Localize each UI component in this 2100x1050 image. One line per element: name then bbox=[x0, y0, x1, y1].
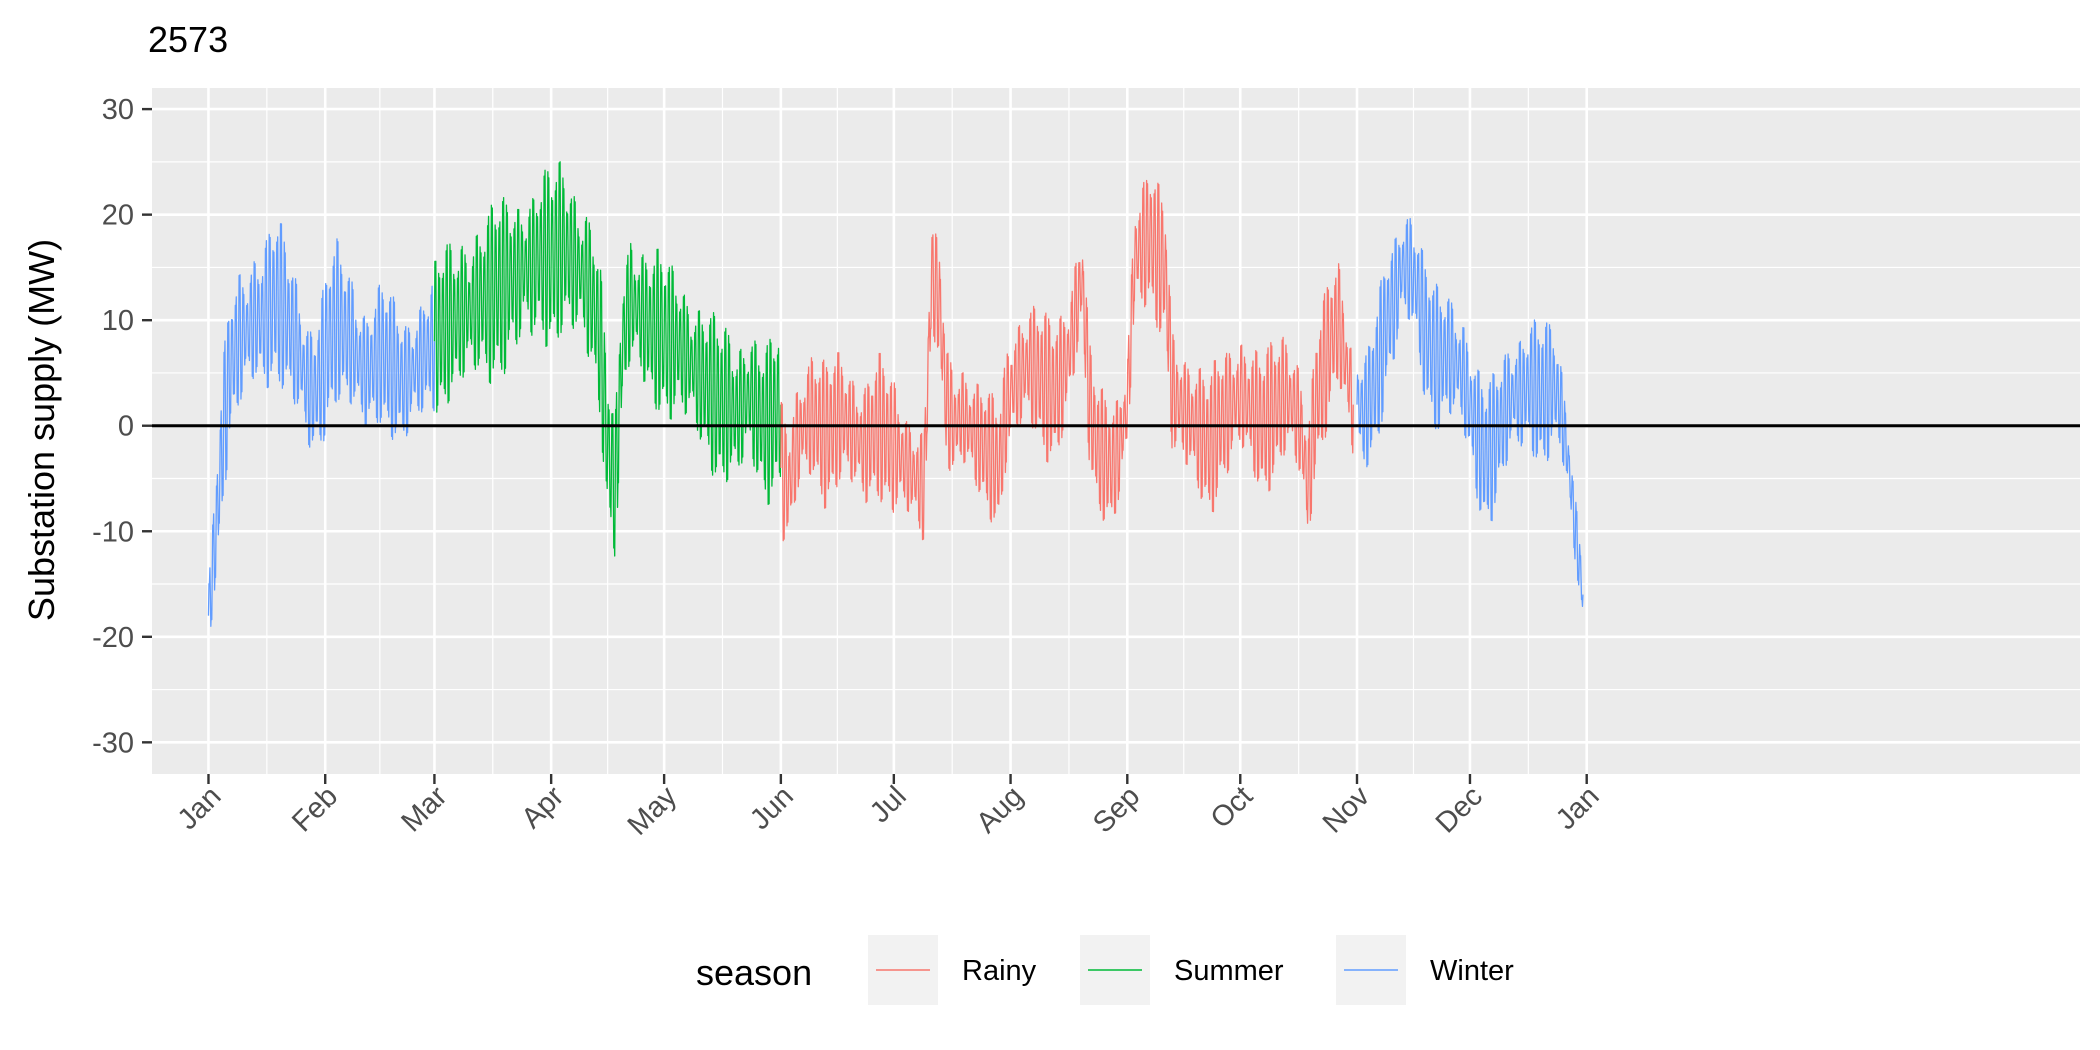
series-line-summer bbox=[433, 161, 782, 557]
x-tick-label: Nov bbox=[1317, 780, 1376, 839]
y-tick-label: -10 bbox=[92, 516, 134, 548]
y-tick-label: -30 bbox=[92, 727, 134, 759]
x-axis: Jan Feb Mar Apr May Jun Jul Aug Sep Oct Nov Dec Jan bbox=[172, 774, 1606, 842]
y-axis-title: Substation supply (MW) bbox=[21, 239, 62, 621]
x-tick-label: Dec bbox=[1430, 780, 1489, 839]
legend-label-winter: Winter bbox=[1430, 955, 1514, 987]
y-tick-label: 30 bbox=[102, 94, 134, 126]
legend-label-rainy: Rainy bbox=[962, 955, 1037, 987]
x-tick-label: Sep bbox=[1087, 780, 1146, 839]
x-tick-label: Apr bbox=[516, 780, 571, 835]
legend-title: season bbox=[696, 952, 812, 993]
y-tick-label: 10 bbox=[102, 305, 134, 337]
x-tick-label: Feb bbox=[286, 780, 344, 838]
x-tick-label: May bbox=[622, 780, 684, 842]
series-line-winter bbox=[1356, 217, 1584, 607]
x-tick-label: Jul bbox=[864, 780, 913, 829]
x-tick-label: Oct bbox=[1205, 780, 1260, 835]
x-tick-label: Mar bbox=[395, 780, 453, 838]
chart-title: 2573 bbox=[148, 19, 228, 60]
series-line-rainy bbox=[780, 179, 1354, 542]
x-tick-label: Jan bbox=[1550, 780, 1606, 836]
x-tick-label: Aug bbox=[970, 780, 1029, 839]
y-tick-label: -20 bbox=[92, 622, 134, 654]
series-layer bbox=[207, 161, 1584, 627]
legend-label-summer: Summer bbox=[1174, 955, 1284, 987]
x-tick-label: Jan bbox=[172, 780, 228, 836]
legend: season Rainy Summer Winter bbox=[696, 935, 1514, 1005]
x-tick-label: Jun bbox=[744, 780, 800, 836]
series-line-winter bbox=[207, 223, 436, 627]
y-tick-label: 20 bbox=[102, 200, 134, 232]
y-tick-label: 0 bbox=[118, 411, 134, 443]
y-axis: -30 -20 -10 0 10 20 30 bbox=[92, 94, 152, 759]
